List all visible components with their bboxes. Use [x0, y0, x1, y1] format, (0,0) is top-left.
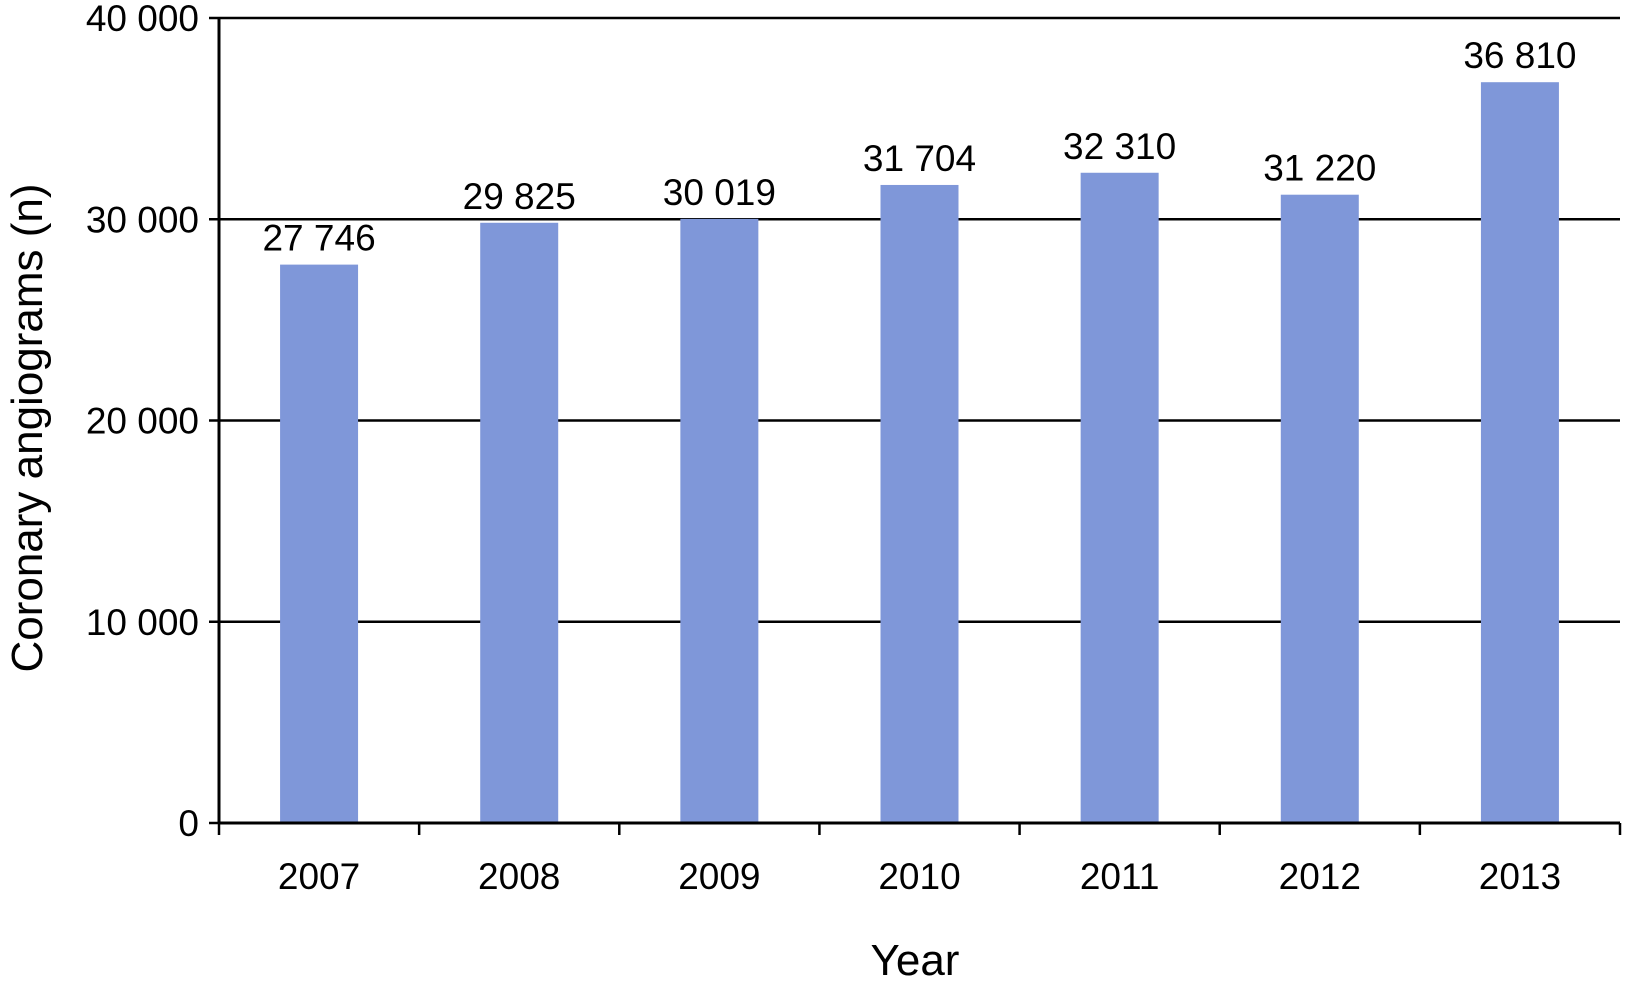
bar [680, 218, 759, 824]
x-tick-label: 2013 [1479, 856, 1561, 897]
y-axis-title: Coronary angiograms (n) [3, 183, 52, 672]
data-label: 36 810 [1463, 35, 1576, 76]
bar [480, 222, 559, 824]
x-tick-label: 2008 [478, 856, 560, 897]
x-tick-label: 2010 [878, 856, 960, 897]
y-tick-label: 10 000 [86, 602, 199, 643]
x-tick-label: 2012 [1279, 856, 1361, 897]
x-tick-label: 2007 [278, 856, 360, 897]
data-label: 29 825 [463, 176, 576, 217]
bar [880, 184, 959, 823]
x-tick-label: 2011 [1080, 856, 1160, 897]
bar [1280, 194, 1359, 823]
bar [1080, 172, 1159, 824]
y-tick-label: 0 [178, 803, 199, 844]
y-tick-label: 40 000 [86, 0, 199, 39]
bar [1480, 82, 1559, 824]
data-label: 31 220 [1263, 148, 1376, 189]
data-label: 31 704 [863, 138, 976, 179]
axes [209, 16, 1622, 835]
y-tick-label: 20 000 [86, 401, 199, 442]
data-label: 32 310 [1063, 126, 1176, 167]
bars [280, 82, 1559, 824]
data-label: 30 019 [663, 172, 776, 213]
bar [280, 264, 359, 823]
x-tick-labels: 2007 2008 2009 2010 2011 2012 2013 [278, 856, 1561, 897]
data-labels: 27 746 29 825 30 019 31 704 32 310 31 220 36 8… [262, 35, 1576, 258]
data-label: 27 746 [262, 218, 375, 259]
x-axis-title: Year [871, 936, 960, 985]
y-tick-label: 30 000 [86, 199, 199, 240]
y-tick-labels: 0 10 000 20 000 30 000 40 000 [86, 0, 199, 844]
x-tick-label: 2009 [678, 856, 760, 897]
